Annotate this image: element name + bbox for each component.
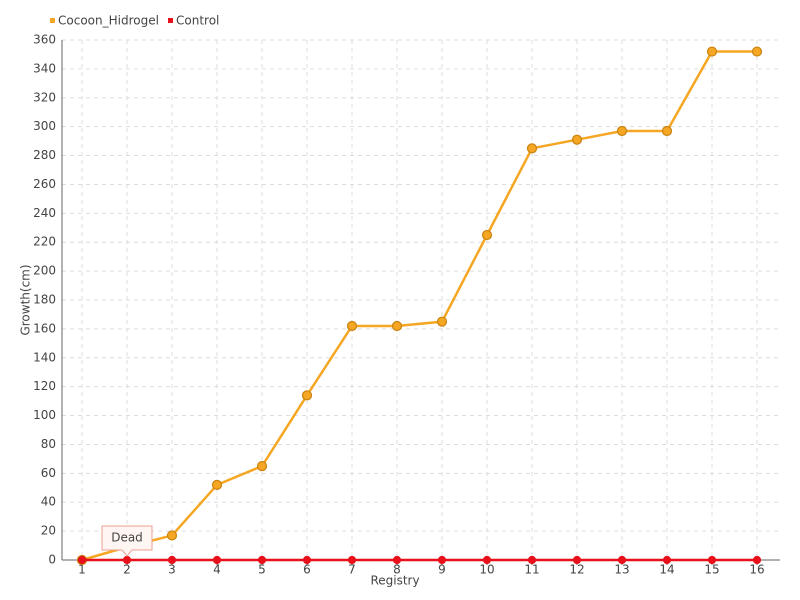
data-point xyxy=(572,555,582,565)
data-point xyxy=(347,555,357,565)
y-tick-label: 200 xyxy=(33,264,56,278)
data-point xyxy=(211,479,223,490)
x-tick-label: 1 xyxy=(78,563,86,577)
data-point xyxy=(617,555,627,565)
data-point xyxy=(392,555,402,565)
y-tick-label: 40 xyxy=(41,495,56,509)
y-tick-label: 100 xyxy=(33,408,56,422)
y-tick-label: 20 xyxy=(41,524,56,538)
legend-swatch xyxy=(168,18,173,23)
data-point xyxy=(122,555,132,565)
y-tick-label: 140 xyxy=(33,350,56,364)
data-point xyxy=(167,555,177,565)
y-tick-label: 240 xyxy=(33,206,56,220)
x-tick-label: 4 xyxy=(213,563,221,577)
y-tick-label: 260 xyxy=(33,177,56,191)
annotation: Dead xyxy=(111,531,143,545)
data-point xyxy=(391,320,403,332)
legend-label: Control xyxy=(176,14,219,28)
x-tick-label: 14 xyxy=(659,563,674,577)
x-tick-label: 3 xyxy=(168,563,176,577)
data-point xyxy=(527,555,537,565)
legend-swatch xyxy=(50,18,55,23)
data-point xyxy=(481,229,493,241)
data-point xyxy=(482,555,492,565)
y-tick-label: 320 xyxy=(33,90,56,104)
y-tick-label: 60 xyxy=(41,466,56,480)
data-point xyxy=(212,555,222,565)
legend-label: Cocoon_Hidrogel xyxy=(58,14,159,28)
y-tick-label: 220 xyxy=(33,235,56,249)
data-point xyxy=(571,134,583,145)
data-point xyxy=(256,461,268,472)
data-point xyxy=(752,555,762,565)
data-point xyxy=(751,46,763,57)
x-tick-label: 7 xyxy=(348,563,356,577)
x-tick-label: 9 xyxy=(438,563,446,577)
x-tick-label: 10 xyxy=(479,563,494,577)
data-point xyxy=(707,555,717,565)
y-tick-label: 160 xyxy=(33,321,56,335)
series-line xyxy=(81,50,757,562)
data-point xyxy=(257,555,267,565)
data-point xyxy=(437,555,447,565)
x-tick-label: 16 xyxy=(749,563,764,577)
data-point xyxy=(662,555,672,565)
data-point xyxy=(301,390,313,401)
y-tick-label: 180 xyxy=(33,293,56,307)
data-point xyxy=(77,555,87,565)
x-axis-label: Registry xyxy=(370,574,419,588)
x-tick-label: 11 xyxy=(524,563,539,577)
data-point xyxy=(526,143,538,154)
y-tick-label: 0 xyxy=(48,553,56,567)
x-tick-label: 8 xyxy=(393,563,401,577)
x-tick-label: 6 xyxy=(303,563,311,577)
x-tick-label: 13 xyxy=(614,563,629,577)
y-tick-label: 80 xyxy=(41,437,56,451)
data-point xyxy=(661,125,673,137)
x-tick-label: 5 xyxy=(258,563,266,577)
y-tick-label: 300 xyxy=(33,119,56,133)
x-tick-label: 2 xyxy=(123,563,131,577)
data-point xyxy=(706,46,718,57)
y-tick-label: 360 xyxy=(33,33,56,47)
data-point xyxy=(616,125,628,137)
x-tick-label: 15 xyxy=(704,563,719,577)
y-tick-label: 280 xyxy=(33,148,56,162)
y-tick-label: 120 xyxy=(33,379,56,393)
data-point xyxy=(346,320,358,332)
data-point xyxy=(166,530,178,541)
data-point xyxy=(302,555,312,565)
y-axis-label: Growth(cm) xyxy=(19,264,33,335)
annotation-box xyxy=(101,525,153,557)
y-tick-label: 340 xyxy=(33,61,56,75)
x-tick-label: 12 xyxy=(569,563,584,577)
data-point xyxy=(436,316,448,327)
